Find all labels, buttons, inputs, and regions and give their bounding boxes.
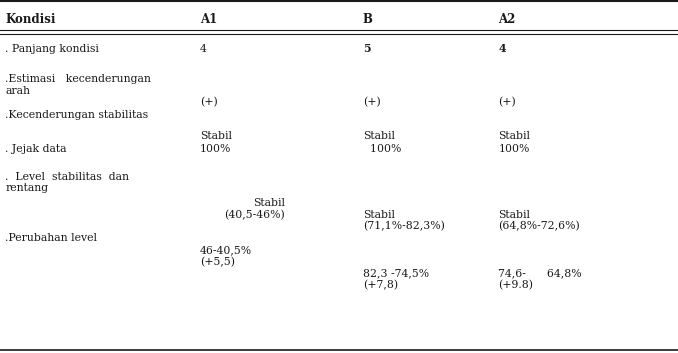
- Text: (+5,5): (+5,5): [200, 256, 235, 267]
- Text: Stabil: Stabil: [200, 131, 232, 141]
- Text: Kondisi: Kondisi: [5, 13, 56, 26]
- Text: . Jejak data: . Jejak data: [5, 144, 67, 154]
- Text: Stabil: Stabil: [498, 210, 530, 220]
- Text: .Kecenderungan stabilitas: .Kecenderungan stabilitas: [5, 110, 148, 120]
- Text: (+): (+): [363, 97, 380, 108]
- Text: 4: 4: [200, 44, 207, 54]
- Text: 82,3 -74,5%: 82,3 -74,5%: [363, 269, 429, 279]
- Text: 100%: 100%: [363, 144, 401, 154]
- Text: 46-40,5%: 46-40,5%: [200, 245, 252, 255]
- Text: B: B: [363, 13, 373, 26]
- Text: 5: 5: [363, 43, 370, 54]
- Text: Stabil: Stabil: [363, 210, 395, 220]
- Text: arah: arah: [5, 86, 31, 96]
- Text: Stabil: Stabil: [363, 131, 395, 141]
- Text: (64,8%-72,6%): (64,8%-72,6%): [498, 221, 580, 232]
- Text: (+): (+): [200, 97, 218, 108]
- Text: .Perubahan level: .Perubahan level: [5, 233, 98, 243]
- Text: 4: 4: [498, 43, 506, 54]
- Text: 100%: 100%: [200, 144, 231, 154]
- Text: .Estimasi   kecenderungan: .Estimasi kecenderungan: [5, 74, 151, 84]
- Text: . Panjang kondisi: . Panjang kondisi: [5, 44, 99, 54]
- Text: A1: A1: [200, 13, 217, 26]
- Text: Stabil: Stabil: [498, 131, 530, 141]
- Text: (+): (+): [498, 97, 516, 108]
- Text: .  Level  stabilitas  dan: . Level stabilitas dan: [5, 172, 129, 181]
- Text: (40,5-46%): (40,5-46%): [224, 209, 285, 220]
- Text: A2: A2: [498, 13, 516, 26]
- Text: 100%: 100%: [498, 144, 530, 154]
- Text: (+7,8): (+7,8): [363, 280, 398, 291]
- Text: 74,6-      64,8%: 74,6- 64,8%: [498, 269, 582, 279]
- Text: rentang: rentang: [5, 183, 49, 193]
- Text: Stabil: Stabil: [253, 198, 285, 208]
- Text: (+9.8): (+9.8): [498, 280, 534, 291]
- Text: (71,1%-82,3%): (71,1%-82,3%): [363, 221, 445, 232]
